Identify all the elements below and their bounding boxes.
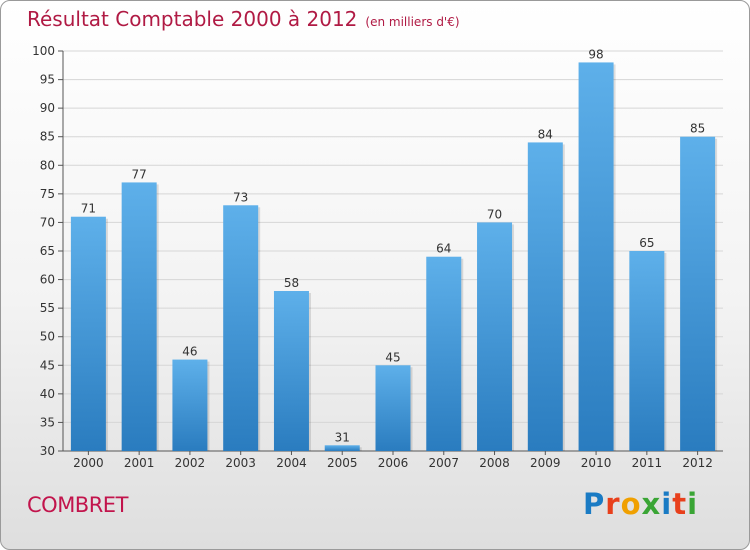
logo-letter: o [620, 487, 642, 521]
data-label-2001: 77 [132, 167, 147, 181]
data-label-2011: 65 [639, 236, 654, 250]
data-label-2004: 58 [284, 276, 299, 290]
logo-letter: t [672, 487, 688, 521]
data-labels: 71 77 46 73 58 31 45 64 70 84 98 65 85 [81, 47, 706, 444]
y-tick-label: 85 [40, 130, 55, 144]
commune-name: COMBRET [27, 493, 128, 517]
bar-2005 [324, 445, 360, 451]
logo-letter: i [687, 487, 699, 521]
x-tick-label-2001: 2001 [124, 456, 155, 470]
bar-2007 [426, 256, 462, 451]
x-tick-label-2012: 2012 [682, 456, 713, 470]
bar-2002 [172, 359, 208, 451]
x-tick-label-2000: 2000 [73, 456, 104, 470]
y-tick-label: 45 [40, 358, 55, 372]
data-label-2012: 85 [690, 122, 705, 136]
data-label-2006: 45 [385, 350, 400, 364]
bar-2012 [680, 136, 716, 451]
proxiti-logo: Proxiti [583, 487, 698, 521]
x-tick-label-2005: 2005 [327, 456, 358, 470]
x-tick-label-2003: 2003 [225, 456, 256, 470]
y-tick-label: 80 [40, 158, 55, 172]
y-tick-label: 35 [40, 415, 55, 429]
y-tick-label: 75 [40, 187, 55, 201]
x-tick-label-2010: 2010 [581, 456, 612, 470]
title-text: Résultat Comptable 2000 à 2012 [27, 7, 358, 31]
y-tick-label: 100 [32, 44, 55, 58]
bar-2010 [578, 62, 614, 452]
y-tick-label: 30 [40, 444, 55, 458]
subtitle-text: (en milliers d'€) [365, 15, 460, 29]
x-tick-label-2007: 2007 [428, 456, 459, 470]
x-tick-label-2004: 2004 [276, 456, 307, 470]
logo-letter: r [605, 487, 621, 521]
bar-2009 [527, 142, 563, 451]
data-label-2002: 46 [182, 345, 197, 359]
x-tick-label-2006: 2006 [378, 456, 409, 470]
data-label-2008: 70 [487, 207, 502, 221]
y-tick-label: 90 [40, 101, 55, 115]
y-tick-label: 65 [40, 244, 55, 258]
bar-2003 [223, 205, 259, 451]
y-tick-label: 40 [40, 387, 55, 401]
y-tick-label: 70 [40, 215, 55, 229]
x-tick-label-2002: 2002 [175, 456, 206, 470]
y-tick-label: 60 [40, 273, 55, 287]
data-label-2003: 73 [233, 190, 248, 204]
y-tick-label: 55 [40, 301, 55, 315]
logo-letter: i [661, 487, 673, 521]
y-tick-label: 95 [40, 73, 55, 87]
bar-2001 [121, 182, 157, 451]
logo-letter: P [583, 487, 606, 521]
bar-2011 [629, 251, 665, 451]
chart-title: Résultat Comptable 2000 à 2012 (en millie… [27, 7, 460, 31]
bar-2006 [375, 365, 411, 451]
logo-letter: x [641, 487, 662, 521]
y-tick-label: 50 [40, 330, 55, 344]
data-label-2009: 84 [538, 127, 553, 141]
x-tick-label-2009: 2009 [530, 456, 561, 470]
data-label-2005: 31 [335, 430, 350, 444]
bar-2004 [273, 291, 309, 451]
bar-2000 [70, 216, 106, 451]
data-label-2007: 64 [436, 242, 451, 256]
bars [70, 62, 718, 452]
x-tick-label-2008: 2008 [479, 456, 510, 470]
data-label-2010: 98 [588, 47, 603, 61]
data-label-2000: 71 [81, 202, 96, 216]
bar-2008 [477, 222, 513, 451]
x-tick-label-2011: 2011 [632, 456, 663, 470]
